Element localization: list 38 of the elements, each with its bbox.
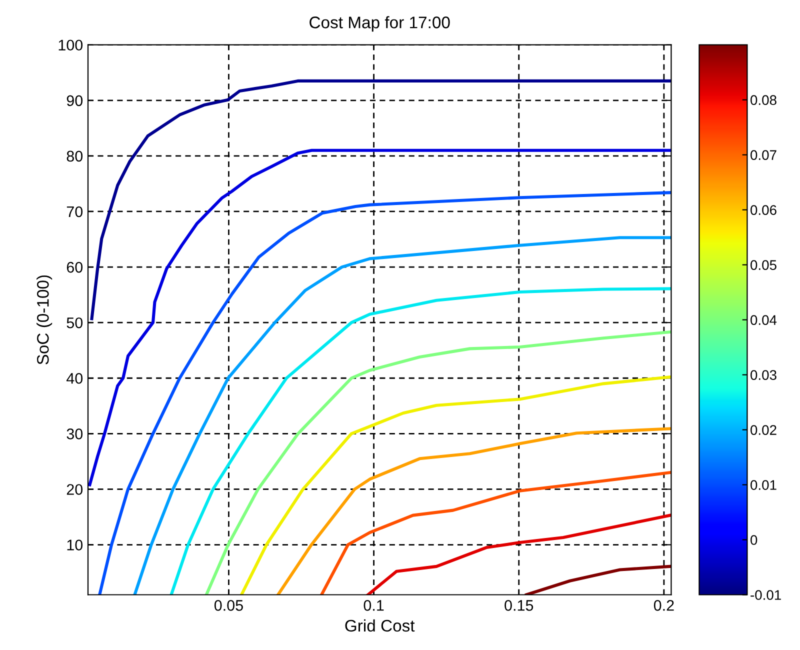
- y-tick-label: 10: [67, 540, 83, 550]
- line-series: [240, 375, 672, 595]
- line-series: [204, 330, 672, 595]
- color-bar-label: 0.03: [750, 370, 776, 380]
- line-series: [170, 287, 672, 595]
- x-tick-label: 0.2: [654, 600, 674, 611]
- y-tick-label: 100: [58, 40, 83, 51]
- y-tick-label: 70: [66, 206, 83, 218]
- color-bar-label: -0.01: [750, 590, 781, 600]
- line-series: [524, 564, 672, 595]
- line-series: [276, 427, 672, 595]
- x-tick-label: 0.15: [504, 600, 534, 611]
- color-bar-label: 0.04: [750, 315, 777, 325]
- color-bar-label: 0.07: [750, 150, 776, 160]
- y-tick-label: 90: [66, 95, 83, 106]
- chart-title: Cost Map for 17:00: [310, 16, 450, 32]
- line-series: [320, 471, 672, 595]
- y-tick-label: 20: [66, 484, 83, 495]
- line-series: [90, 79, 672, 320]
- x-tick-label: 0.05: [214, 600, 243, 611]
- line-series: [88, 148, 672, 486]
- line-series: [133, 236, 672, 595]
- color-bar-label: 0.02: [750, 425, 776, 435]
- color-bar-label: 0.08: [750, 95, 776, 106]
- line-series: [366, 514, 672, 595]
- color-bar-label: 0.01: [750, 480, 776, 490]
- color-bar-label: 0.06: [750, 205, 776, 215]
- color-bar-label: 0.05: [750, 260, 776, 270]
- color-bar-label: 0: [750, 535, 758, 545]
- x-axis-title: Grid Cost: [345, 619, 415, 632]
- y-axis-title: SoC (0-100): [36, 275, 52, 364]
- y-tick-label: 50: [66, 317, 83, 328]
- y-tick-label: 30: [66, 428, 83, 440]
- y-tick-label: 60: [66, 262, 83, 273]
- y-tick-label: 80: [66, 150, 83, 162]
- line-series: [98, 191, 672, 595]
- y-tick-label: 40: [66, 372, 83, 384]
- x-tick-label: 0.1: [364, 600, 384, 611]
